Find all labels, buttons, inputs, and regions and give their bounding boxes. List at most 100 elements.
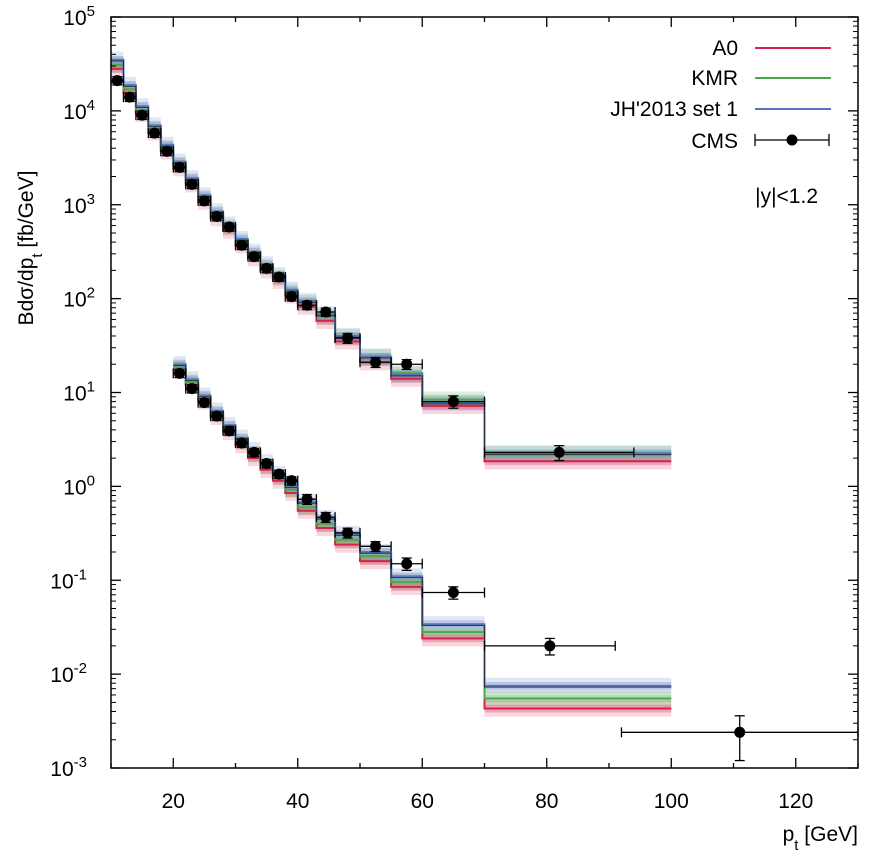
y-tick-label--1: 10-1 [50, 566, 87, 593]
cms-point-lower-14 [390, 557, 423, 571]
cms-point-upper-6 [185, 178, 199, 190]
cms-point-lower-0 [172, 367, 187, 379]
cms-marker [401, 558, 413, 570]
cms-point-lower-7 [259, 458, 274, 470]
cms-point-lower-5 [234, 437, 249, 449]
cms-point-upper-0 [110, 75, 125, 87]
cms-marker [111, 75, 123, 87]
cms-marker [186, 178, 198, 190]
cms-marker [149, 127, 161, 139]
cms-point-upper-11 [247, 251, 262, 263]
cms-marker [198, 195, 210, 207]
cms-marker [273, 271, 285, 283]
cms-marker [198, 397, 210, 409]
cms-marker [342, 527, 354, 539]
cms-point-lower-9 [284, 475, 299, 487]
y-tick-label-4: 104 [63, 97, 95, 124]
x-tick-label-40: 40 [286, 790, 309, 813]
legend-label-a0: A0 [712, 37, 738, 60]
cms-marker [173, 161, 185, 173]
cms-point-lower-8 [272, 468, 286, 480]
cms-point-lower-15 [421, 586, 486, 600]
cms-point-upper-13 [272, 271, 286, 283]
cms-point-lower-2 [197, 397, 212, 409]
cms-marker [248, 446, 260, 458]
cms-point-upper-14 [284, 291, 299, 303]
cms-point-lower-1 [185, 383, 199, 395]
cms-marker [261, 458, 273, 470]
cms-marker [223, 221, 235, 233]
cms-point-upper-8 [209, 210, 224, 222]
cms-point-upper-7 [197, 195, 212, 207]
y-tick-label--3: 10-3 [50, 754, 87, 781]
cms-marker [136, 109, 148, 121]
x-tick-label-120: 120 [778, 790, 813, 813]
cms-point-upper-12 [259, 262, 274, 274]
cms-marker [301, 299, 313, 311]
cms-marker [186, 383, 198, 395]
y-tick-label-2: 102 [63, 285, 95, 312]
cms-point-upper-9 [222, 221, 237, 233]
axis-ticks: 20 40 60 80 100 120 105 104 103 102 101 100 10-1 10-2… [50, 3, 859, 813]
cms-marker [211, 410, 223, 422]
x-tick-label-80: 80 [535, 790, 558, 813]
cms-point-upper-3 [147, 127, 162, 139]
cms-point-upper-1 [122, 91, 137, 103]
cms-point-lower-6 [247, 446, 262, 458]
cms-marker [553, 446, 565, 458]
cms-marker [223, 425, 235, 437]
cms-point-upper-19 [390, 358, 423, 371]
cms-marker [370, 356, 382, 368]
cms-point-upper-20 [421, 395, 486, 409]
cms-marker [161, 145, 173, 157]
cms-point-upper-10 [234, 239, 249, 251]
cms-marker [261, 262, 273, 274]
cms-marker [342, 332, 354, 344]
cms-marker [273, 468, 285, 480]
cms-point-lower-17 [620, 715, 859, 762]
cms-marker [401, 358, 413, 370]
y-tick-label-0: 100 [63, 472, 95, 499]
x-axis-title: pt [GeV] [783, 823, 858, 854]
cms-marker [447, 587, 459, 599]
cms-marker [544, 640, 556, 652]
y-tick-label--2: 10-2 [50, 660, 87, 687]
rapidity-annotation: |y|<1.2 [755, 185, 818, 208]
cms-point-upper-5 [172, 161, 187, 173]
x-tick-label-100: 100 [654, 790, 689, 813]
cms-point-upper-21 [483, 445, 635, 462]
cms-marker [248, 251, 260, 263]
cms-point-upper-15 [297, 299, 318, 311]
cms-marker [370, 540, 382, 552]
cms-point-lower-3 [209, 410, 224, 422]
cms-marker [301, 493, 313, 505]
cms-marker [447, 396, 459, 408]
x-tick-label-20: 20 [162, 790, 185, 813]
cms-point-upper-16 [315, 306, 336, 318]
cms-marker [286, 291, 298, 303]
legend: A0 KMR JH'2013 set 1 CMS [610, 37, 831, 153]
cms-point-upper-17 [334, 332, 361, 344]
y-tick-label-5: 105 [63, 3, 95, 30]
cms-data-points [110, 75, 859, 762]
cms-point-lower-12 [334, 527, 361, 539]
x-tick-label-60: 60 [411, 790, 434, 813]
cms-marker [211, 210, 223, 222]
cms-marker [124, 91, 136, 103]
cms-marker [320, 511, 332, 523]
cms-point-lower-11 [315, 511, 336, 524]
legend-label-jh2013: JH'2013 set 1 [610, 98, 738, 121]
legend-marker-cms [754, 134, 830, 146]
legend-label-cms: CMS [691, 130, 738, 153]
y-tick-label-1: 101 [63, 379, 95, 406]
cms-point-upper-2 [135, 109, 150, 121]
legend-label-kmr: KMR [691, 67, 738, 90]
cms-point-lower-16 [483, 637, 616, 656]
cms-point-lower-10 [297, 493, 318, 506]
cms-marker [236, 437, 248, 449]
cms-marker [286, 475, 298, 487]
cms-marker [236, 239, 248, 251]
y-axis-title: Bdσ/dpt [fb/GeV] [15, 171, 46, 326]
cms-marker [734, 726, 746, 738]
